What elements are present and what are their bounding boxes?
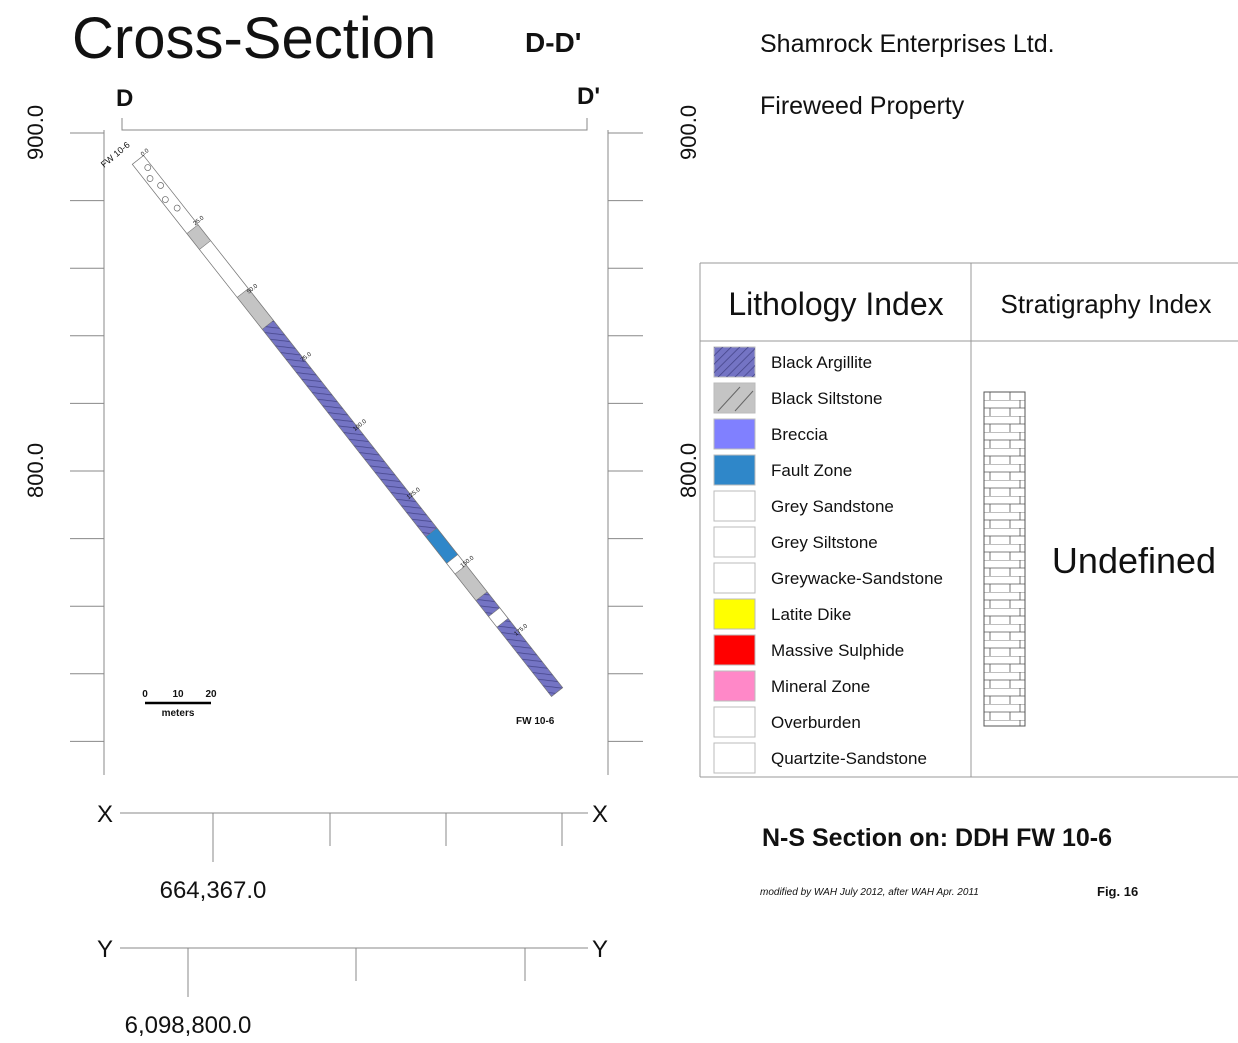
legend-label: Massive Sulphide <box>771 641 904 660</box>
legend-title: Lithology Index <box>728 286 943 322</box>
legend-swatch <box>713 454 756 486</box>
axis-label: X <box>97 801 113 828</box>
legend-label: Fault Zone <box>771 461 852 480</box>
overburden-clast <box>157 182 164 189</box>
hole-interval-pattern <box>262 320 437 537</box>
frame <box>103 130 609 775</box>
legend-label: Greywacke-Sandstone <box>771 569 943 588</box>
axis-label: Y <box>97 936 113 963</box>
overburden-clast <box>161 196 169 203</box>
elevation-label: 800.0 <box>676 443 701 498</box>
legend-label: Black Argillite <box>771 353 872 372</box>
axis-value: 6,098,800.0 <box>125 1012 252 1039</box>
hole-interval <box>236 288 274 330</box>
axis-label: X <box>592 801 608 828</box>
strat-unit: Undefined <box>1052 540 1216 581</box>
scale-tick: 20 <box>205 689 217 700</box>
legend-swatch <box>713 418 756 450</box>
legend-swatch <box>713 526 756 558</box>
credit: modified by WAH July 2012, after WAH Apr… <box>760 887 979 898</box>
legend-label: Breccia <box>771 425 828 444</box>
legend-title: Stratigraphy Index <box>1000 289 1211 319</box>
legend-swatch <box>713 742 756 774</box>
hole-interval-pattern <box>497 618 563 697</box>
legend-swatch <box>713 706 756 738</box>
title: Cross-Section <box>72 6 436 71</box>
hole-name: FW 10-6 <box>516 716 555 727</box>
hole-interval <box>454 564 488 601</box>
depth-label: 0.0 <box>140 148 151 158</box>
legend-label: Grey Sandstone <box>771 497 894 516</box>
legend-swatch-pattern <box>717 386 754 412</box>
elevation-ticks <box>70 132 643 742</box>
scale-tick: 10 <box>172 689 184 700</box>
hole-interval-pattern <box>476 591 500 617</box>
scale-bar: 0 10 20 meters <box>142 689 217 719</box>
company: Shamrock Enterprises Ltd. <box>760 30 1055 58</box>
section-end: D' <box>577 83 600 110</box>
hole-interval <box>132 155 199 234</box>
overburden-clast <box>146 175 154 182</box>
legend-swatch <box>713 562 756 594</box>
depth-label: 75.0 <box>300 351 313 363</box>
legend-label: Mineral Zone <box>771 677 870 696</box>
section-label: D-D' <box>525 27 581 58</box>
depth-label: 50.0 <box>246 283 259 295</box>
strat-column <box>983 391 1026 727</box>
x-axis <box>120 812 588 862</box>
section-title: N-S Section on: DDH FW 10-6 <box>762 824 1112 852</box>
section-line <box>121 118 588 131</box>
overburden-clast <box>144 164 152 171</box>
legend: Lithology Index Stratigraphy Index Black… <box>699 262 1238 778</box>
figure-number: Fig. 16 <box>1097 884 1138 899</box>
elevation-label: 900.0 <box>23 105 48 160</box>
y-axis <box>120 947 588 997</box>
legend-swatch <box>713 634 756 666</box>
overburden-clast <box>173 204 181 212</box>
legend-label: Quartzite-Sandstone <box>771 749 927 768</box>
scale-unit: meters <box>162 708 195 719</box>
property: Fireweed Property <box>760 92 965 120</box>
legend-swatch <box>713 490 756 522</box>
axis-label: Y <box>592 936 608 963</box>
legend-label: Overburden <box>771 713 861 732</box>
section-end: D <box>116 85 133 112</box>
hole-interval <box>425 527 459 564</box>
legend-swatch-pattern <box>714 347 755 377</box>
scale-tick: 0 <box>142 689 148 700</box>
elevation-label: 900.0 <box>676 105 701 160</box>
legend-swatch <box>713 598 756 630</box>
legend-label: Black Siltstone <box>771 389 883 408</box>
axis-value: 664,367.0 <box>160 877 267 904</box>
legend-swatch <box>713 670 756 702</box>
depth-label: 25.0 <box>193 215 206 227</box>
hole-interval <box>199 240 249 298</box>
elevation-label: 800.0 <box>23 443 48 498</box>
legend-label: Latite Dike <box>771 605 851 624</box>
legend-label: Grey Siltstone <box>771 533 878 552</box>
